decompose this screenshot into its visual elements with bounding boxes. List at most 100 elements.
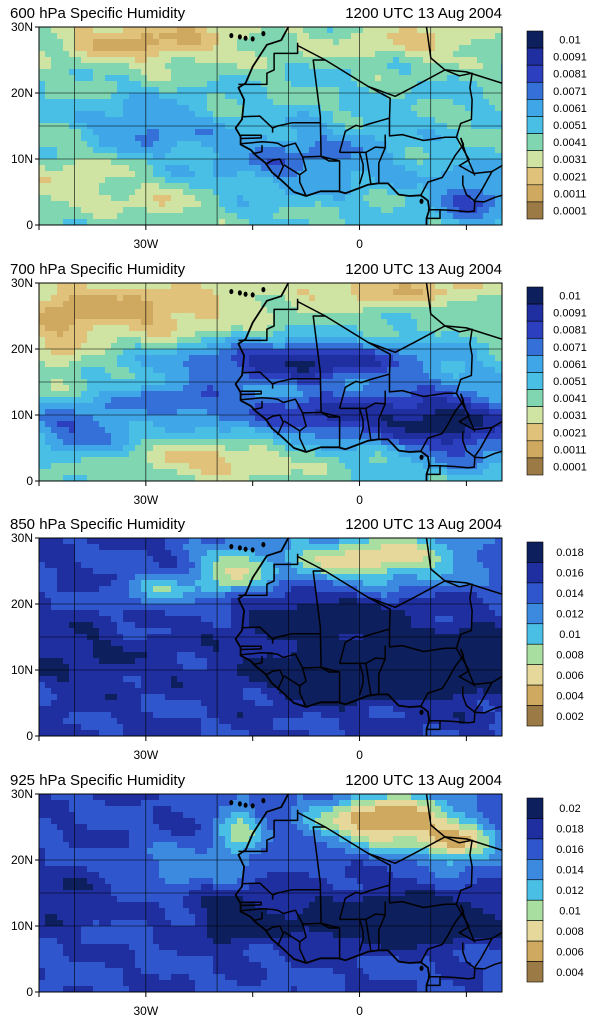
colorbar-label: 0.002 (556, 711, 584, 723)
colorbar-legend: 0.010.00910.00810.00710.00610.00510.0041… (527, 31, 587, 219)
island (229, 544, 233, 549)
island (420, 966, 424, 971)
island (420, 199, 424, 204)
colorbar-label: 0.0021 (553, 427, 587, 439)
colorbar-box (527, 603, 543, 623)
lat-label: 20N (11, 597, 33, 611)
colorbar-label: 0.016 (556, 568, 584, 580)
colorbar-box (527, 65, 543, 82)
colorbar-box (527, 839, 543, 859)
border-line (303, 667, 322, 668)
panel-title: 850 hPa Specific Humidity (10, 516, 186, 533)
colorbar-label: 0.012 (556, 609, 584, 621)
lat-label: 30N (11, 787, 33, 801)
island (244, 36, 248, 41)
colorbar-label: 0.0091 (553, 308, 587, 320)
colorbar-box (527, 338, 543, 355)
colorbar-box (527, 624, 543, 644)
colorbar-box (527, 82, 543, 99)
colorbar-label: 0.01 (559, 35, 580, 47)
colorbar-box (527, 562, 543, 582)
colorbar-label: 0.016 (556, 844, 584, 856)
island (420, 710, 424, 715)
colorbar-box (527, 168, 543, 185)
colorbar-box (527, 921, 543, 941)
island (238, 545, 242, 550)
colorbar-label: 0.012 (556, 885, 584, 897)
colorbar-box (527, 48, 543, 65)
colorbar-box (527, 542, 543, 562)
colorbar-box (527, 685, 543, 705)
colorbar-label: 0.0081 (553, 69, 587, 81)
colorbar-label: 0.0001 (553, 461, 587, 473)
colorbar-label: 0.008 (556, 926, 584, 938)
border-line (303, 412, 322, 413)
colorbar-box (527, 321, 543, 338)
colorbar-box (527, 900, 543, 920)
lat-label: 0 (26, 474, 33, 488)
colorbar-box (527, 859, 543, 879)
lon-label: 0 (356, 493, 363, 507)
panel-title: 600 hPa Specific Humidity (10, 5, 186, 22)
colorbar-label: 0.014 (556, 588, 584, 600)
colorbar-box (527, 372, 543, 389)
colorbar-legend: 0.0180.0160.0140.0120.010.0080.0060.0040… (527, 542, 584, 726)
colorbar-label: 0.008 (556, 649, 584, 661)
colorbar-label: 0.0091 (553, 52, 587, 64)
colorbar-box (527, 390, 543, 407)
colorbar-box (527, 583, 543, 603)
border-line (303, 923, 322, 924)
colorbar-box (527, 304, 543, 321)
colorbar-legend: 0.010.00910.00810.00710.00610.00510.0041… (527, 287, 587, 475)
colorbar-label: 0.018 (556, 547, 584, 559)
colorbar-box (527, 202, 543, 219)
island (251, 803, 255, 808)
colorbar-box (527, 424, 543, 441)
lat-label: 30N (11, 276, 33, 290)
lon-label: 0 (356, 748, 363, 762)
colorbar-label: 0.006 (556, 670, 584, 682)
panel-title: 700 hPa Specific Humidity (10, 261, 186, 278)
colorbar-label: 0.0041 (553, 137, 587, 149)
colorbar-box (527, 134, 543, 151)
island (229, 289, 233, 294)
island (251, 292, 255, 297)
lon-label: 30W (134, 493, 159, 507)
island (251, 547, 255, 552)
island (420, 455, 424, 460)
colorbar-label: 0.0061 (553, 103, 587, 115)
panel-time: 1200 UTC 13 Aug 2004 (345, 516, 502, 533)
colorbar-legend: 0.020.0180.0160.0140.0120.010.0080.0060.… (527, 798, 584, 982)
colorbar-box (527, 941, 543, 961)
colorbar-box (527, 407, 543, 424)
lat-label: 20N (11, 342, 33, 356)
island (261, 31, 265, 36)
island (244, 803, 248, 808)
colorbar-box (527, 99, 543, 116)
lat-label: 10N (11, 152, 33, 166)
border-line (303, 156, 322, 157)
lat-label: 20N (11, 86, 33, 100)
colorbar-label: 0.004 (556, 690, 584, 702)
colorbar-label: 0.0071 (553, 86, 587, 98)
colorbar-label: 0.0041 (553, 393, 587, 405)
colorbar-box (527, 287, 543, 304)
island (261, 287, 265, 292)
colorbar-box (527, 644, 543, 664)
colorbar-box (527, 818, 543, 838)
colorbar-label: 0.014 (556, 865, 584, 877)
colorbar-label: 0.02 (559, 803, 580, 815)
lat-label: 10N (11, 663, 33, 677)
colorbar-box (527, 880, 543, 900)
lat-label: 0 (26, 729, 33, 743)
lat-label: 0 (26, 985, 33, 999)
panel-title: 925 hPa Specific Humidity (10, 772, 186, 789)
lat-label: 0 (26, 218, 33, 232)
colorbar-box (527, 151, 543, 168)
lon-label: 30W (134, 1004, 159, 1018)
colorbar-box (527, 116, 543, 133)
island (261, 542, 265, 547)
colorbar-label: 0.006 (556, 946, 584, 958)
